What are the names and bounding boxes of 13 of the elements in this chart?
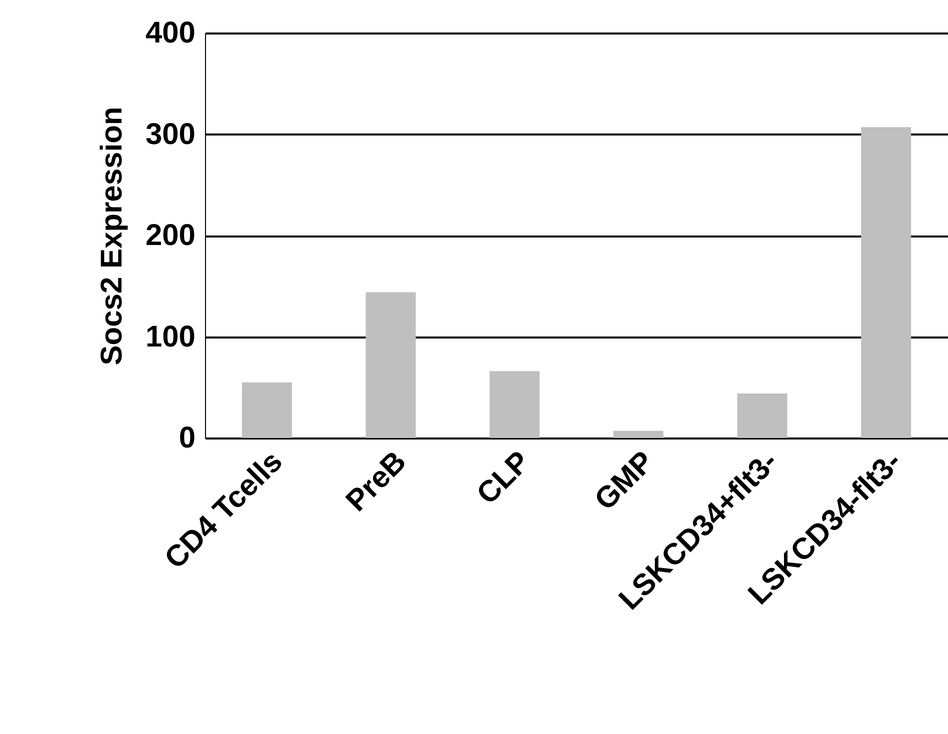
bar — [861, 127, 912, 438]
bar — [366, 292, 416, 438]
y-tick-label: 0 — [178, 422, 196, 454]
y-axis-title: Socs2 Expression — [95, 106, 128, 366]
bar — [242, 382, 292, 438]
y-tick-label: 200 — [145, 219, 196, 252]
y-tick-label: 100 — [145, 320, 196, 354]
y-tick-label: 400 — [145, 16, 196, 50]
bar — [490, 371, 540, 438]
bar — [613, 430, 664, 438]
bar — [737, 393, 788, 438]
x-tick-label: CLP — [470, 445, 537, 511]
y-tick-label: 300 — [145, 118, 196, 151]
